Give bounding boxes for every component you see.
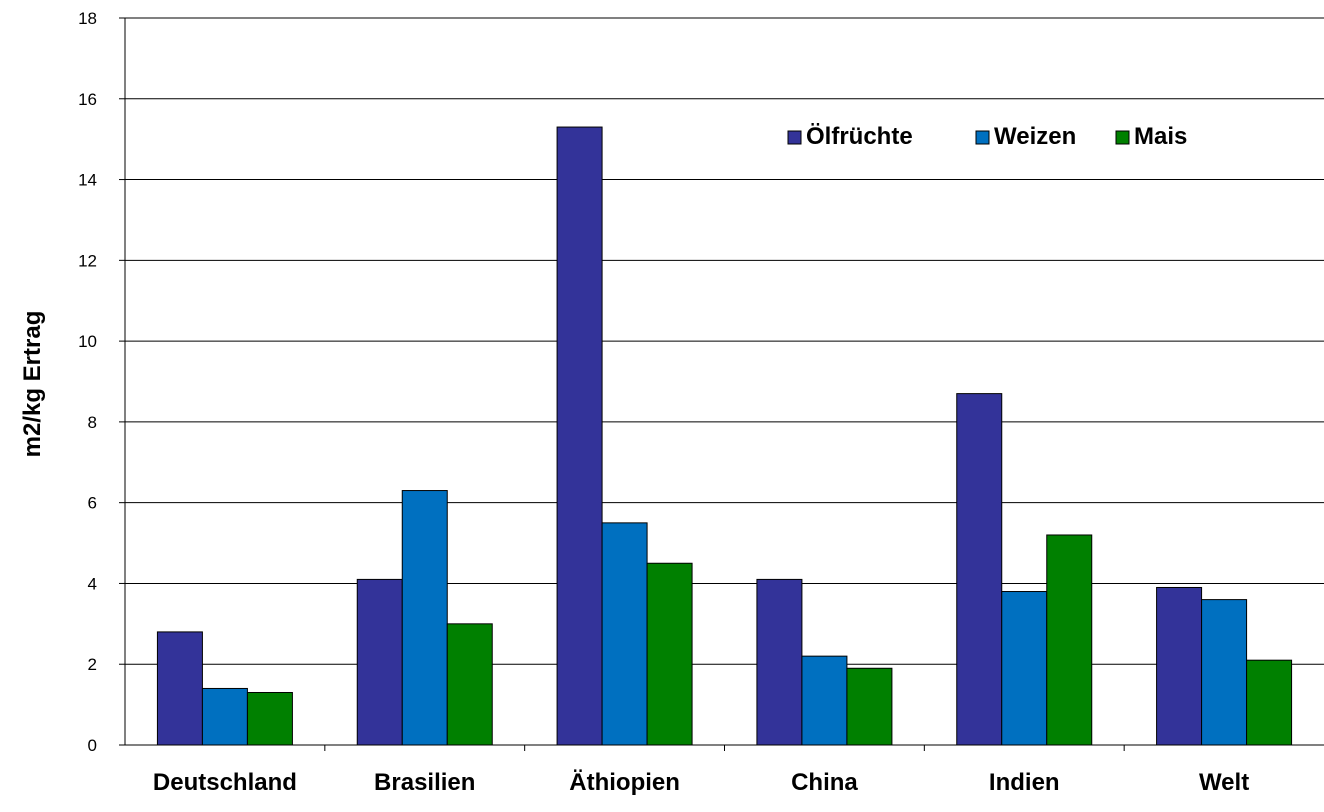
category-label: Welt [1199, 769, 1249, 796]
y-tick-label: 16 [78, 90, 97, 109]
y-tick-label: 8 [88, 413, 97, 432]
bar [956, 393, 1003, 746]
bar [1201, 599, 1248, 746]
bar [156, 631, 203, 746]
bar [401, 490, 448, 746]
bar [356, 578, 403, 746]
y-tick-label: 2 [88, 655, 97, 674]
bar [1246, 659, 1293, 746]
legend-label: Mais [1134, 123, 1187, 150]
legend-label: Ölfrüchte [806, 123, 913, 150]
bar [1156, 586, 1203, 746]
y-tick-label: 4 [88, 574, 97, 593]
category-label: Deutschland [153, 769, 297, 796]
y-tick-label: 0 [88, 736, 97, 755]
bar [246, 691, 293, 746]
category-label: Indien [989, 769, 1060, 796]
bar [756, 578, 803, 746]
y-axis-title: m2/kg Ertrag [19, 311, 46, 458]
bar [1001, 591, 1048, 746]
legend-swatch [1115, 130, 1130, 145]
legend-label: Weizen [994, 123, 1076, 150]
category-label: Brasilien [374, 769, 475, 796]
category-label: China [791, 769, 858, 796]
y-tick-labels: 0 2 4 6 8 10 12 14 16 18 [78, 9, 97, 755]
bar [1046, 534, 1093, 746]
bar [201, 687, 248, 746]
bar [846, 667, 893, 746]
y-tick-label: 6 [88, 494, 97, 513]
axes [119, 17, 1324, 751]
y-tick-label: 10 [78, 332, 97, 351]
legend-swatch [975, 130, 990, 145]
bar [801, 655, 848, 746]
category-label: Äthiopien [569, 769, 680, 796]
gridlines [125, 17, 1324, 665]
bar [646, 562, 693, 746]
bar [556, 126, 603, 746]
bar [601, 522, 648, 746]
category-labels: Deutschland Brasilien Äthiopien China Indien… [153, 769, 1249, 796]
bar [446, 623, 493, 746]
legend: Ölfrüchte Weizen Mais [787, 123, 1187, 150]
y-tick-label: 14 [78, 171, 97, 190]
y-tick-label: 12 [78, 251, 97, 270]
y-tick-label: 18 [78, 9, 97, 28]
bars [156, 126, 1293, 746]
legend-swatch [787, 130, 802, 145]
